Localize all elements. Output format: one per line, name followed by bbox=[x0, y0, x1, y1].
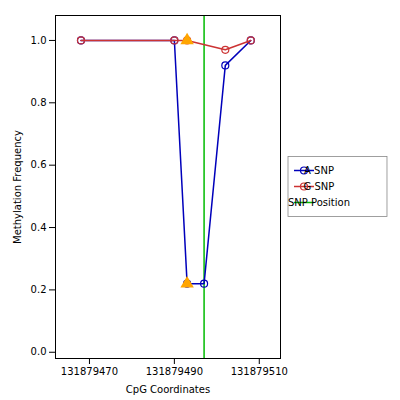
svg-text:Methylation Frequency: Methylation Frequency bbox=[12, 130, 23, 244]
svg-text:SNP Position: SNP Position bbox=[288, 197, 350, 208]
svg-text:0.0: 0.0 bbox=[31, 346, 47, 357]
svg-text:0.6: 0.6 bbox=[31, 159, 47, 170]
svg-text:131879510: 131879510 bbox=[231, 366, 288, 377]
svg-text:0.8: 0.8 bbox=[31, 97, 47, 108]
svg-text:CpG Coordinates: CpG Coordinates bbox=[126, 384, 210, 395]
svg-text:0.4: 0.4 bbox=[31, 222, 47, 233]
svg-text:1.0: 1.0 bbox=[31, 35, 47, 46]
svg-text:131879470: 131879470 bbox=[61, 366, 118, 377]
svg-text:0.2: 0.2 bbox=[31, 284, 47, 295]
svg-text:A SNP: A SNP bbox=[304, 165, 334, 176]
svg-text:131879490: 131879490 bbox=[146, 366, 203, 377]
svg-text:G SNP: G SNP bbox=[304, 181, 335, 192]
